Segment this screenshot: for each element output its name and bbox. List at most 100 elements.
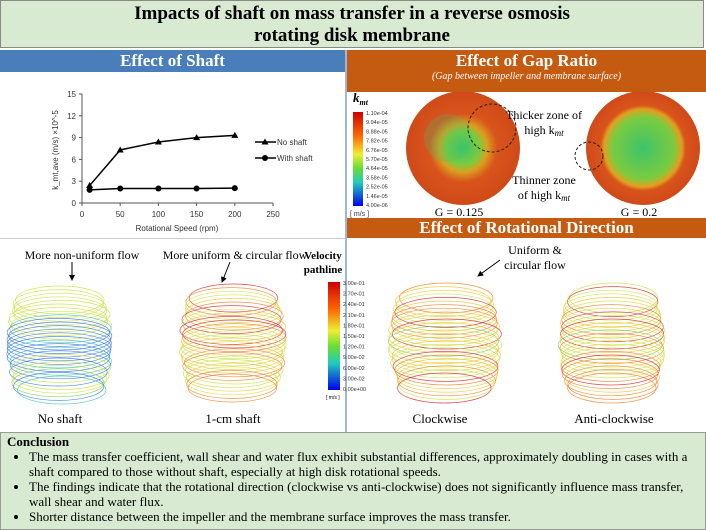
clockwise-label: Clockwise — [413, 411, 468, 426]
anticlockwise-flow — [558, 283, 664, 403]
uniform-flow-annotation: More uniform & circular flow — [163, 248, 308, 262]
data-point — [117, 185, 123, 191]
data-point — [232, 185, 238, 191]
colorbar-tick-label: 1.20e-01 — [343, 345, 365, 351]
colorbar-tick-label: 1.80e-01 — [343, 323, 365, 329]
pathline — [7, 318, 110, 346]
x-tick-label: 0 — [80, 210, 85, 219]
colorbar-tick-label: 4.64e-05 — [366, 166, 388, 172]
pathline — [181, 334, 285, 362]
pathline — [183, 360, 279, 388]
x-tick-label: 250 — [266, 210, 280, 219]
colorbar-tick-label: 9.00e-02 — [343, 355, 365, 361]
pathline — [183, 352, 282, 380]
thinner-zone-label: Thinner zone — [512, 173, 576, 187]
data-point — [194, 185, 200, 191]
thinner-zone-label-2: of high kmt — [518, 188, 571, 203]
arrow — [478, 260, 500, 276]
legend-marker — [262, 155, 268, 161]
series-line-with-shaft — [90, 188, 235, 190]
pathline — [9, 322, 112, 350]
kmt-unit: [ m/s ] — [350, 211, 369, 218]
title-line-1: Impacts of shaft on mass transfer in a r… — [1, 3, 703, 25]
pathline — [183, 320, 286, 348]
colorbar-tick-label: 8.88e-05 — [366, 129, 388, 135]
conclusion-box: Conclusion The mass transfer coefficient… — [0, 432, 706, 530]
x-tick-label: 100 — [152, 210, 166, 219]
no-shaft-label: No shaft — [38, 411, 83, 426]
colorbar-tick-label: 1.10e-04 — [366, 111, 388, 117]
conclusion-item: The mass transfer coefficient, wall shea… — [29, 449, 699, 479]
pathline — [182, 306, 281, 334]
gap-subtitle: (Gap between impeller and membrane surfa… — [347, 72, 706, 82]
colorbar-tick-label: 3.58e-05 — [366, 175, 388, 181]
x-axis-label: Rotational Speed (rpm) — [136, 224, 219, 233]
velocity-title-2: pathline — [304, 264, 343, 276]
pathline — [182, 345, 284, 373]
velocity-unit: [ m/s ] — [326, 395, 340, 401]
clockwise-flow — [388, 283, 501, 403]
effect-of-shaft-header: Effect of Shaft — [0, 50, 345, 72]
velocity-title: Velocity — [304, 250, 342, 262]
colorbar-tick-label: 3.00e-01 — [343, 281, 365, 287]
effect-of-gap-ratio-header: Effect of Gap Ratio (Gap between impeller… — [347, 50, 706, 92]
rotation-annotation: Uniform & — [508, 243, 562, 257]
thicker-zone-label-2: high kmt — [524, 123, 564, 138]
non-uniform-flow-annotation: More non-uniform flow — [25, 248, 140, 262]
effect-of-rotational-direction-header: Effect of Rotational Direction — [347, 218, 706, 238]
pathline — [7, 333, 111, 361]
anticlockwise-label: Anti-clockwise — [574, 411, 654, 426]
pathline — [7, 329, 111, 357]
colorbar-tick-label: 4.00e-06 — [366, 203, 388, 209]
conclusion-title: Conclusion — [7, 434, 699, 449]
pathline — [186, 288, 276, 316]
colorbar-tick-label: 5.70e-05 — [366, 157, 388, 163]
colorbar-tick-label: 1.50e-01 — [343, 334, 365, 340]
colorbar-tick-label: 2.70e-01 — [343, 292, 365, 298]
colorbar-tick-label: 6.00e-02 — [343, 366, 365, 372]
y-tick-label: 6 — [72, 155, 77, 164]
pathline — [7, 326, 111, 354]
y-tick-label: 0 — [72, 199, 77, 208]
colorbar-tick-label: 2.40e-01 — [343, 302, 365, 308]
colorbar-tick-label: 9.94e-05 — [366, 120, 388, 126]
colorbar-tick-label: 3.00e-02 — [343, 376, 365, 382]
arrow — [222, 262, 230, 282]
kmt-label: kmt — [353, 92, 369, 107]
conclusion-item: Shorter distance between the impeller an… — [29, 509, 699, 524]
divider — [0, 238, 345, 239]
one-cm-shaft-flow — [179, 284, 286, 402]
pathline — [184, 313, 286, 341]
data-point — [87, 187, 93, 193]
y-tick-label: 3 — [72, 177, 77, 186]
pathline — [182, 331, 286, 359]
rotation-annotation-2: circular flow — [504, 258, 566, 272]
series-line-no-shaft — [90, 135, 235, 185]
kmt-colorbar — [353, 112, 363, 206]
conclusion-item: The findings indicate that the rotationa… — [29, 479, 699, 509]
colorbar-tick-label: 7.82e-05 — [366, 139, 388, 145]
kmt-chart: Rotational Speed (rpm) k_mt,ave (m/s) ×1… — [0, 74, 345, 236]
colorbar-tick-label: 2.52e-05 — [366, 185, 388, 191]
y-axis-label: k_mt,ave (m/s) ×10^-5 — [51, 110, 60, 190]
colorbar-tick-label: 0.00e+00 — [343, 387, 366, 393]
data-point — [155, 185, 161, 191]
disk-g-02 — [586, 92, 700, 205]
y-tick-label: 12 — [67, 112, 76, 121]
legend-label: With shaft — [277, 154, 313, 163]
gap-title: Effect of Gap Ratio — [347, 50, 706, 72]
x-tick-label: 200 — [228, 210, 242, 219]
gap-ratio-figure: kmt 1.10e-049.94e-058.88e-057.82e-056.76… — [347, 92, 706, 218]
legend-label: No shaft — [277, 138, 308, 147]
y-tick-label: 9 — [72, 134, 77, 143]
y-tick-label: 15 — [67, 90, 76, 99]
colorbar-tick-label: 2.10e-01 — [343, 313, 365, 319]
shaft-label: 1-cm shaft — [205, 411, 261, 426]
no-shaft-flow — [7, 286, 112, 404]
x-tick-label: 150 — [190, 210, 204, 219]
title-line-2: rotating disk membrane — [1, 25, 703, 47]
flow-figures: More non-uniform flow More uniform & cir… — [0, 240, 706, 432]
colorbar-tick-label: 1.46e-05 — [366, 194, 388, 200]
g-0125-label: G = 0.125 — [435, 205, 483, 218]
pathline — [7, 340, 110, 368]
